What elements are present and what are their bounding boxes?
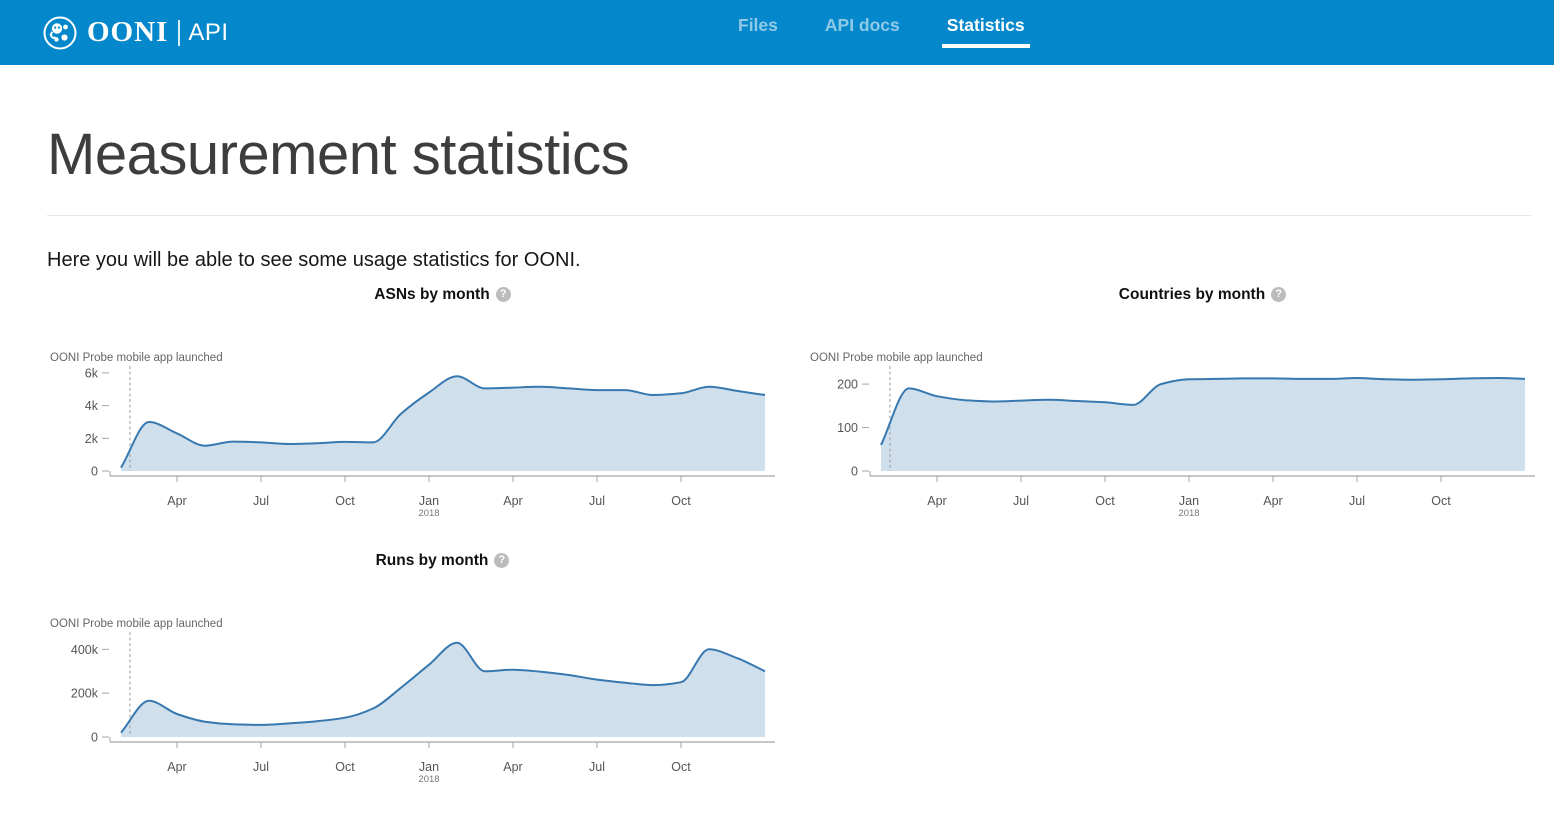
x-tick-year-label: 2018 [418,508,439,519]
y-tick-label: 6k [85,366,99,380]
x-tick-year-label: 2018 [1178,508,1199,519]
app-header: OONI API Files API docs Statistics [0,0,1554,65]
nav-files[interactable]: Files [733,0,783,48]
x-tick-label: Jul [1349,494,1365,508]
intro-text: Here you will be able to see some usage … [47,249,1531,272]
chart-title: Countries by month [1119,286,1265,303]
y-tick-label: 100 [837,421,858,435]
y-tick-label: 200k [71,687,99,701]
main-nav: Files API docs Statistics [733,0,1030,48]
y-tick-label: 200 [837,378,858,392]
y-tick-label: 0 [91,465,98,479]
chart-runs-by-month: Runs by month? OONI Probe mobile app lau… [40,552,800,784]
x-tick-label: Apr [1263,494,1282,508]
runs-chart-canvas[interactable]: OONI Probe mobile app launched 0 200k 400k A… [40,614,785,784]
charts-grid: ASNs by month? OONI Probe mobile app lau… [40,286,1531,784]
y-tick-label: 2k [85,432,99,446]
chart-title-row: ASNs by month? [110,286,775,308]
chart-title-row: Countries by month? [870,286,1535,308]
help-icon[interactable]: ? [496,287,511,302]
main-content: Measurement statistics Here you will be … [0,121,1554,784]
launch-annotation: OONI Probe mobile app launched [50,618,223,630]
page-title: Measurement statistics [47,121,1531,188]
asns-chart-canvas[interactable]: OONI Probe mobile app launched 0 2k 4k 6k Apr… [40,348,785,518]
x-tick-label: Jul [1013,494,1029,508]
x-tick-label: Apr [167,760,186,774]
area-fill [121,376,765,471]
chart-asns-by-month: ASNs by month? OONI Probe mobile app lau… [40,286,800,518]
x-tick-label: Jan [419,494,439,508]
y-tick-label: 400k [71,643,99,657]
x-tick-year-label: 2018 [418,774,439,785]
title-divider [47,215,1531,216]
brand-separator [178,20,180,46]
help-icon[interactable]: ? [1271,287,1286,302]
x-tick-label: Jul [589,760,605,774]
x-tick-label: Apr [167,494,186,508]
x-tick-label: Oct [335,760,355,774]
x-tick-label: Oct [335,494,355,508]
y-tick-label: 0 [851,465,858,479]
y-tick-label: 4k [85,399,99,413]
countries-chart-canvas[interactable]: OONI Probe mobile app launched 0 100 200 Apr… [800,348,1545,518]
x-tick-label: Jan [1179,494,1199,508]
brand-name: OONI [87,16,168,49]
x-tick-label: Apr [927,494,946,508]
brand-suffix: API [188,19,228,47]
x-tick-label: Oct [671,494,691,508]
ooni-logo-icon [42,15,78,51]
area-fill [881,378,1525,471]
help-icon[interactable]: ? [494,553,509,568]
nav-api-docs[interactable]: API docs [820,0,905,48]
nav-statistics[interactable]: Statistics [942,0,1030,48]
x-tick-label: Jan [419,760,439,774]
x-tick-label: Apr [503,494,522,508]
chart-title-row: Runs by month? [110,552,775,574]
chart-countries-by-month: Countries by month? OONI Probe mobile ap… [800,286,1554,518]
x-tick-label: Oct [1095,494,1115,508]
launch-annotation: OONI Probe mobile app launched [50,352,223,364]
chart-title: ASNs by month [374,286,489,303]
x-tick-label: Oct [671,760,691,774]
x-tick-label: Jul [253,494,269,508]
x-tick-label: Jul [589,494,605,508]
x-tick-label: Apr [503,760,522,774]
y-tick-label: 0 [91,731,98,745]
chart-title: Runs by month [376,552,489,569]
x-tick-label: Oct [1431,494,1451,508]
x-tick-label: Jul [253,760,269,774]
brand[interactable]: OONI API [42,0,229,65]
launch-annotation: OONI Probe mobile app launched [810,352,983,364]
